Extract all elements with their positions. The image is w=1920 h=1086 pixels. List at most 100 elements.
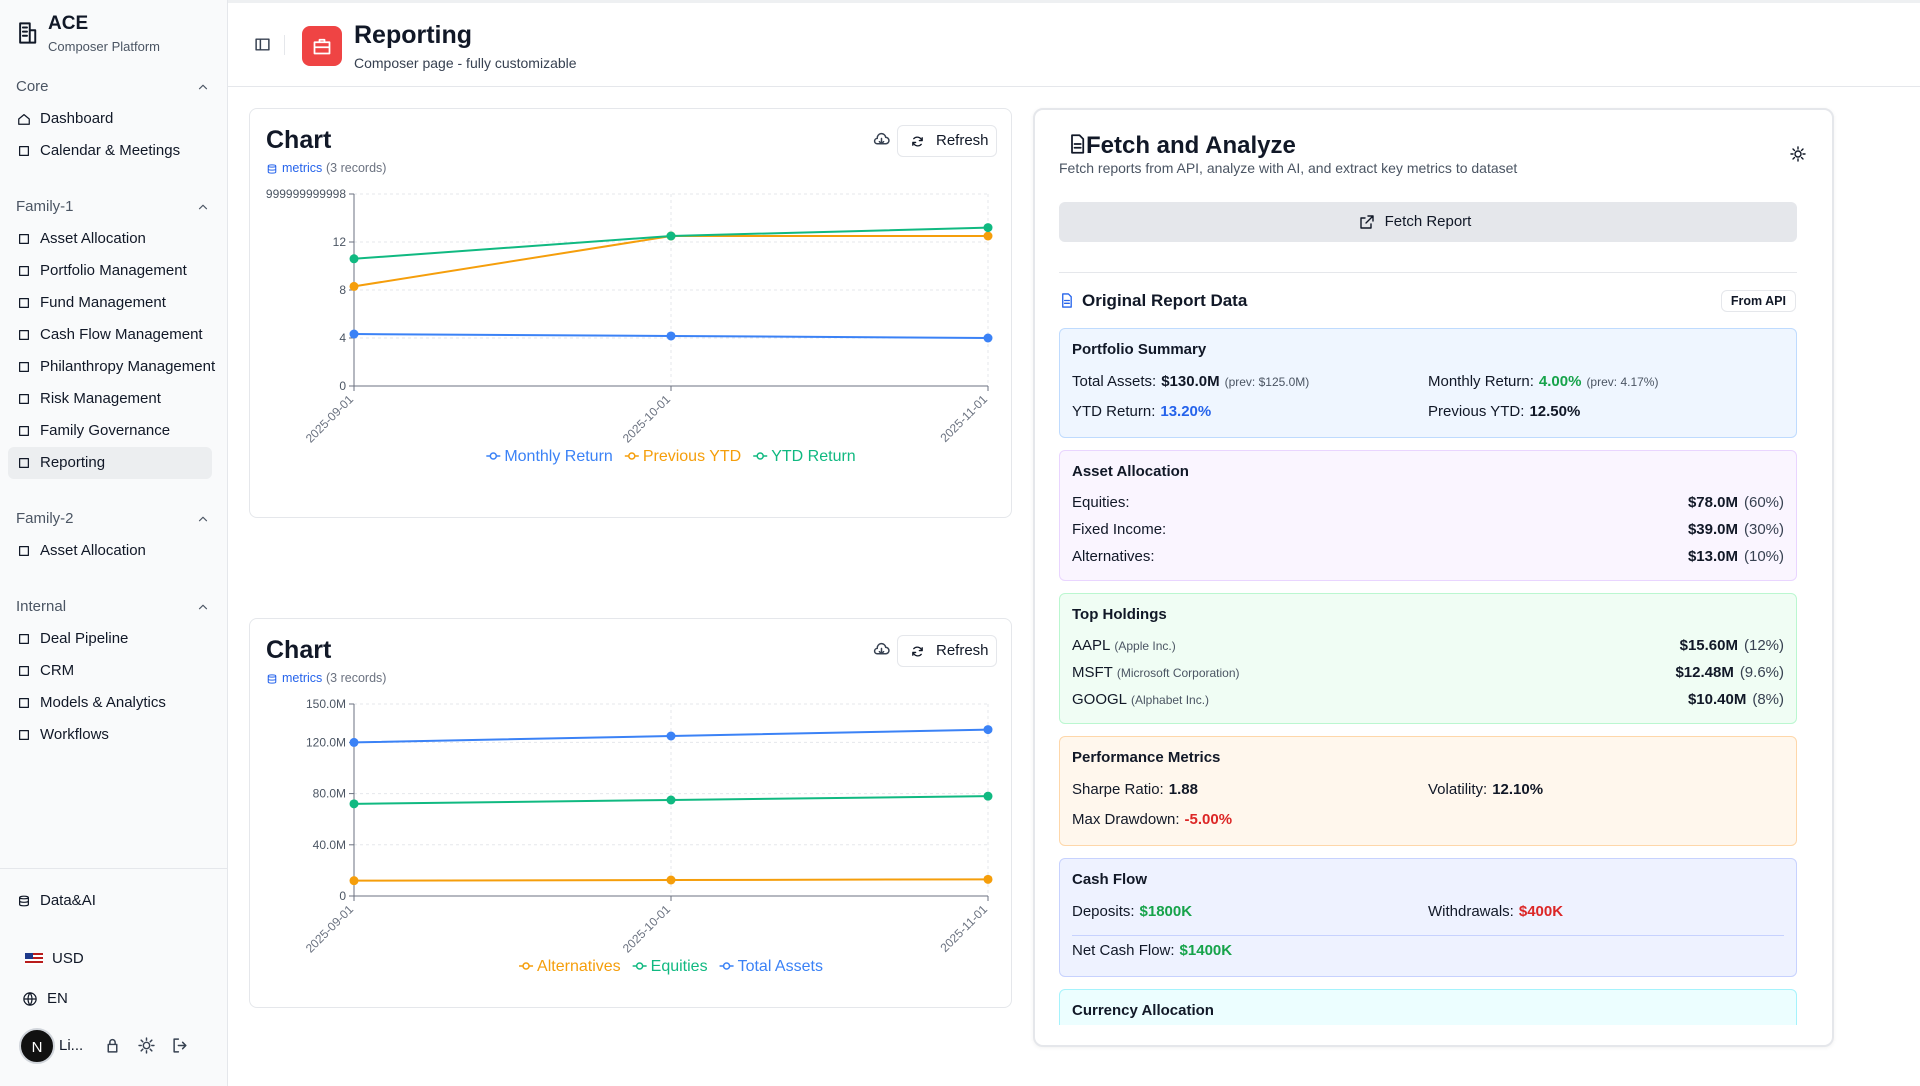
nav-section[interactable]: Internal — [0, 591, 228, 623]
nav-item[interactable]: Workflows — [8, 719, 212, 751]
avatar[interactable]: N — [19, 1028, 55, 1064]
analyze-panel: Fetch and Analyze Fetch reports from API,… — [1033, 108, 1834, 1047]
nav-item[interactable]: Calendar & Meetings — [8, 135, 212, 167]
icon — [173, 1038, 187, 1053]
row-value: $78.0M — [1687, 494, 1738, 511]
icon-shape — [198, 204, 208, 210]
nav-item[interactable]: Portfolio Management — [8, 255, 212, 287]
nav-item[interactable]: Philanthropy Management — [8, 351, 215, 383]
icon-shape — [1071, 134, 1085, 154]
language-selector[interactable]: EN — [8, 983, 212, 1015]
icon-shape — [267, 164, 277, 174]
icon — [19, 426, 29, 436]
icon — [198, 604, 208, 610]
y-tick-label: 80.0M — [313, 787, 346, 801]
export-button[interactable] — [873, 131, 891, 149]
header: Reporting Composer page - fully customiza… — [228, 0, 1920, 87]
refresh-button[interactable]: Refresh — [897, 635, 997, 667]
icon-shape — [912, 646, 923, 657]
icon — [23, 992, 37, 1006]
icon — [19, 234, 29, 244]
field-value: $1800K — [1139, 903, 1193, 920]
legend-label: YTD Return — [771, 448, 855, 465]
x-tick-label: 2025-09-01 — [303, 902, 357, 956]
nav-item[interactable]: Models & Analytics — [8, 687, 212, 719]
report-card-body: Equities: $78.0M (60%) Fixed Income: $39.0M (… — [1072, 489, 1784, 570]
data-point — [349, 329, 359, 339]
nav-item[interactable]: Asset Allocation — [8, 223, 212, 255]
panel-subtitle: Fetch reports from API, analyze with AI,… — [1059, 160, 1518, 176]
icon-shape — [19, 634, 29, 644]
icon-shape — [19, 362, 29, 372]
row-right: $39.0M (30%) — [1688, 516, 1784, 543]
nav-item[interactable]: Cash Flow Management — [8, 319, 212, 351]
nav-item-label: Dashboard — [40, 110, 114, 127]
row-left: Equities: — [1072, 489, 1130, 516]
field-value: $400K — [1518, 903, 1564, 920]
icon-button[interactable] — [138, 1037, 156, 1055]
icon-shape — [198, 516, 208, 522]
nav-item[interactable]: Fund Management — [8, 287, 212, 319]
icon — [267, 674, 277, 684]
refresh-button[interactable]: Refresh — [897, 125, 997, 157]
field-label: Max Drawdown: — [1072, 811, 1180, 828]
flag-canton — [25, 953, 33, 959]
report-field: Monthly Return: 4.00% (prev: 4.17%) — [1428, 367, 1784, 397]
report-card: Cash Flow Deposits: $1800K Withdrawals: $400… — [1059, 858, 1797, 977]
icon-shape — [1062, 293, 1072, 308]
icon — [19, 546, 29, 556]
field-label: Total Assets: — [1072, 373, 1157, 390]
legend-swatch — [722, 962, 731, 970]
row-note: (60%) — [1743, 494, 1784, 511]
report-card-body: AAPL (Apple Inc.) $15.60M (12%) MSFT (Microso… — [1072, 632, 1784, 713]
sidebar-divider — [0, 868, 228, 869]
nav-item[interactable]: Reporting — [8, 447, 212, 479]
field-label: Volatility: — [1428, 781, 1488, 798]
y-tick-label: 12 — [333, 235, 347, 249]
icon — [19, 146, 29, 156]
nav-item[interactable]: Family Governance — [8, 415, 212, 447]
header-separator — [284, 35, 285, 55]
legend-swatch — [756, 452, 764, 460]
row-value: $15.60M — [1679, 637, 1738, 654]
nav-item[interactable]: Deal Pipeline — [8, 623, 212, 655]
report-cards: Portfolio Summary Total Assets: $130.0M (pr… — [1059, 328, 1797, 1025]
field-value: 1.88 — [1168, 781, 1198, 798]
nav-section[interactable]: Family-2 — [0, 503, 228, 535]
nav-item[interactable]: CRM — [8, 655, 212, 687]
record-count: (3 records) — [326, 671, 387, 685]
icon — [198, 204, 208, 210]
sidebar-toggle[interactable] — [254, 36, 272, 54]
row-detail: (Apple Inc.) — [1114, 639, 1176, 653]
report-card-body: Total Assets: $130.0M (prev: $125.0M) Month… — [1072, 367, 1784, 427]
icon-shape — [912, 136, 923, 147]
fetch-button[interactable]: Fetch Report — [1059, 202, 1797, 242]
icon-button[interactable] — [172, 1037, 190, 1055]
nav-section[interactable]: Family-1 — [0, 191, 228, 223]
data-point — [349, 737, 359, 747]
row-left: Fixed Income: — [1072, 516, 1166, 543]
nav-item[interactable]: Risk Management — [8, 383, 212, 415]
nav-item[interactable]: Dashboard — [8, 103, 212, 135]
chart-card: Chart metrics(3 records) Refresh 0 4 8 12 15.99… — [249, 108, 1012, 518]
icon — [19, 666, 29, 676]
icon — [313, 38, 331, 55]
icon — [1071, 134, 1085, 154]
nav-item[interactable]: Asset Allocation — [8, 535, 212, 567]
field-value: $130.0M — [1161, 373, 1220, 390]
nav-section[interactable]: Core — [0, 71, 228, 103]
report-field: Withdrawals: $400K — [1428, 897, 1784, 927]
row-label: GOOGL — [1072, 691, 1128, 708]
icon-shape — [1790, 146, 1806, 162]
currency-selector[interactable]: USD — [8, 943, 212, 975]
icon-button[interactable] — [104, 1037, 122, 1055]
export-button[interactable] — [873, 641, 891, 659]
report-field: Total Assets: $130.0M (prev: $125.0M) — [1072, 367, 1428, 397]
settings-button[interactable] — [1790, 146, 1808, 164]
icon — [19, 634, 29, 644]
nav-item[interactable]: Data&AI — [8, 885, 212, 917]
row-value: $10.40M — [1687, 691, 1747, 708]
page-subtitle: Composer page - fully customizable — [354, 55, 577, 71]
icon-shape — [19, 330, 29, 340]
legend: Alternatives Equities Total Assets — [519, 958, 823, 975]
